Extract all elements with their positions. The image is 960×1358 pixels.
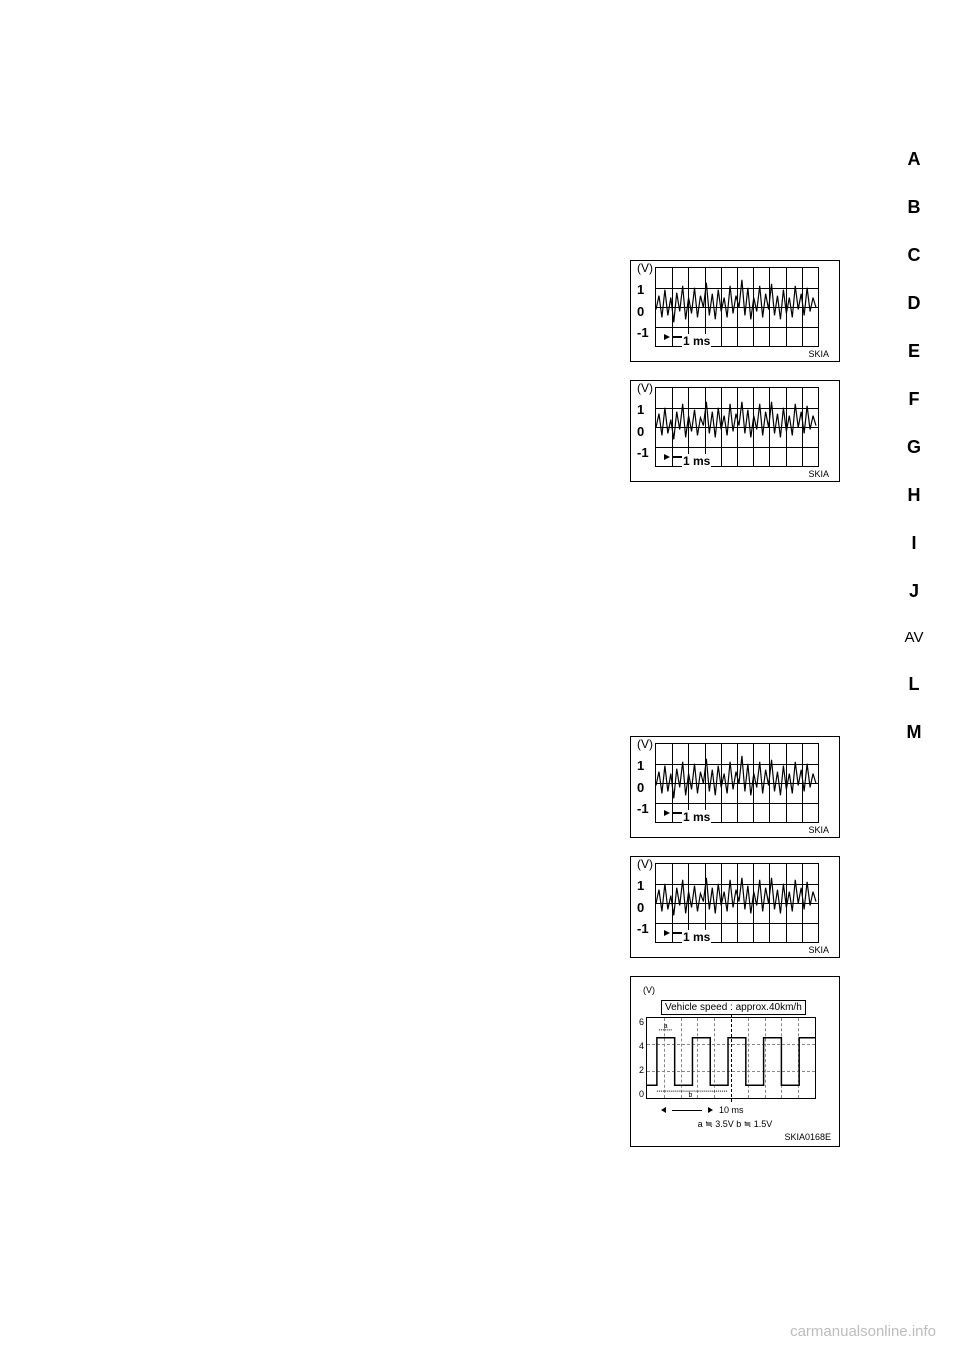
speed-x-marker: 10 ms: [661, 1105, 831, 1115]
y-tick-0: 0: [639, 1089, 644, 1099]
y-unit: (V): [643, 985, 831, 995]
figures-column: (V) 1 0 -1: [630, 260, 840, 1165]
noise-chart-3: (V) 1 0 -1: [630, 736, 840, 838]
y-tick-0: 0: [637, 425, 653, 438]
chart-grid: 1 ms: [655, 387, 819, 467]
y-tick-neg1: -1: [637, 326, 653, 339]
tab-h[interactable]: H: [900, 486, 928, 504]
y-tick-neg1: -1: [637, 446, 653, 459]
speed-x-label: 10 ms: [719, 1105, 744, 1115]
chart-grid: 1 ms: [655, 267, 819, 347]
y-tick-0: 0: [637, 781, 653, 794]
tab-g[interactable]: G: [900, 438, 928, 456]
y-unit: (V): [637, 381, 653, 395]
speed-grid: a b: [646, 1017, 816, 1099]
y-tick-0: 0: [637, 305, 653, 318]
side-tabs: A B C D E F G H I J AV L M: [900, 150, 928, 741]
speed-footer: a ≒ 3.5V b ≒ 1.5V: [639, 1119, 831, 1130]
tab-d[interactable]: D: [900, 294, 928, 312]
fig-code: SKIA: [637, 823, 833, 835]
x-label: 1 ms: [682, 930, 711, 944]
tab-av[interactable]: AV: [900, 630, 928, 645]
x-label: 1 ms: [682, 454, 711, 468]
y-tick-0: 0: [637, 901, 653, 914]
spacer: [630, 500, 840, 736]
fig-code: SKIA: [637, 347, 833, 359]
y-tick-neg1: -1: [637, 922, 653, 935]
y-tick-neg1: -1: [637, 802, 653, 815]
y-tick-6: 6: [639, 1017, 644, 1027]
tab-i[interactable]: I: [900, 534, 928, 552]
x-label: 1 ms: [682, 334, 711, 348]
tab-e[interactable]: E: [900, 342, 928, 360]
y-tick-1: 1: [637, 283, 653, 296]
y-tick-1: 1: [637, 403, 653, 416]
square-wave: a b: [647, 1018, 815, 1099]
speed-chart: (V) Vehicle speed : approx.40km/h 6 4 2 …: [630, 976, 840, 1147]
page: A B C D E F G H I J AV L M (V) 1 0 -1: [0, 0, 960, 1358]
y-tick-4: 4: [639, 1041, 644, 1051]
chart-grid: 1 ms: [655, 863, 819, 943]
speed-title: Vehicle speed : approx.40km/h: [661, 1000, 806, 1015]
chart-grid: 1 ms: [655, 743, 819, 823]
tab-l[interactable]: L: [900, 675, 928, 693]
fig-code: SKIA: [637, 467, 833, 479]
y-tick-1: 1: [637, 879, 653, 892]
noise-chart-1: (V) 1 0 -1: [630, 260, 840, 362]
y-tick-1: 1: [637, 759, 653, 772]
y-unit: (V): [637, 737, 653, 751]
tab-a[interactable]: A: [900, 150, 928, 168]
tab-j[interactable]: J: [900, 582, 928, 600]
noise-chart-4: (V) 1 0 -1: [630, 856, 840, 958]
label-a: a: [664, 1023, 668, 1030]
noise-chart-2: (V) 1 0 -1: [630, 380, 840, 482]
y-unit: (V): [637, 261, 653, 275]
speed-code: SKIA0168E: [639, 1132, 831, 1142]
label-b: b: [689, 1092, 693, 1099]
y-tick-2: 2: [639, 1065, 644, 1075]
fig-code: SKIA: [637, 943, 833, 955]
y-unit: (V): [637, 857, 653, 871]
tab-b[interactable]: B: [900, 198, 928, 216]
tab-c[interactable]: C: [900, 246, 928, 264]
tab-f[interactable]: F: [900, 390, 928, 408]
watermark: carmanualsonline.info: [790, 1323, 936, 1340]
x-label: 1 ms: [682, 810, 711, 824]
tab-m[interactable]: M: [900, 723, 928, 741]
